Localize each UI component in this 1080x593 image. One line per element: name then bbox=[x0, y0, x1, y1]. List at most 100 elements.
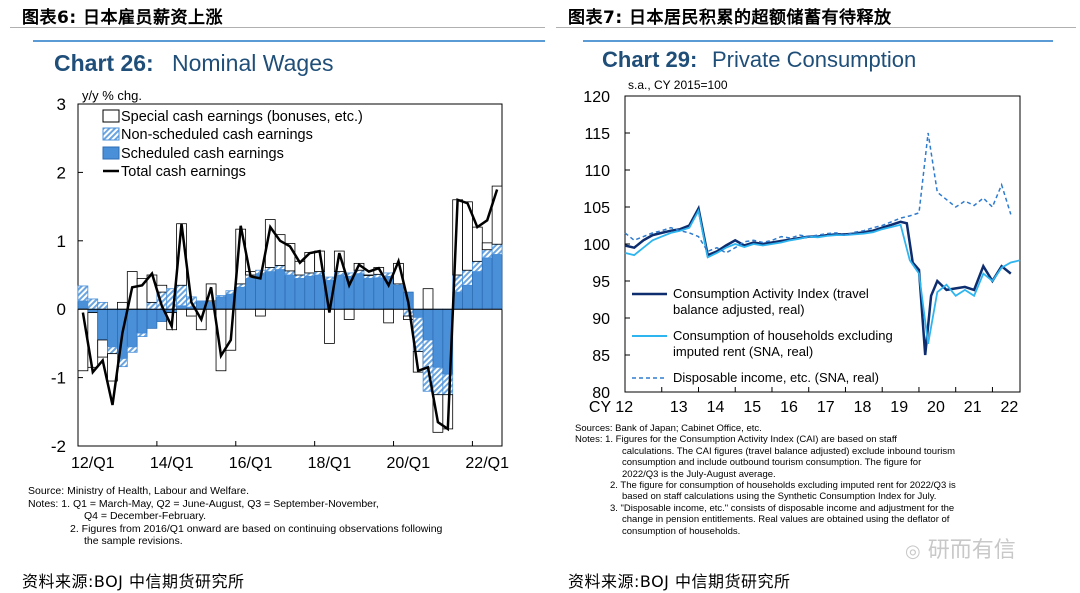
chart29-ytick-label: 95 bbox=[592, 274, 610, 291]
chart29-xtick-label: 17 bbox=[817, 399, 835, 416]
special-bar bbox=[117, 301, 128, 310]
right-note-line: consumption of households. bbox=[622, 525, 741, 537]
legend-cai-label-line1: Consumption Activity Index (travel bbox=[673, 286, 869, 301]
chart29-xtick-label: 13 bbox=[670, 399, 688, 416]
chart29-ytick-label: 90 bbox=[592, 311, 610, 328]
right-notes: Sources: Bank of Japan; Cabinet Office, … bbox=[575, 423, 1055, 537]
chart29-ytick-labels: 120 115 110 105 100 95 90 85 80 bbox=[583, 89, 610, 402]
chart29-xtick-label: 20 bbox=[927, 399, 945, 416]
nonscheduled-bar bbox=[87, 298, 99, 310]
chart29-ytick-label: 115 bbox=[584, 126, 610, 143]
right-note-line: 2022/Q3 is the July-August average. bbox=[622, 468, 776, 480]
special-bar bbox=[383, 308, 394, 324]
legend-scheduled-swatch bbox=[102, 146, 120, 160]
chart26-ytick-label: 1 bbox=[57, 232, 66, 251]
private-consumption-chart: Chart 29: Private Consumption s.a., CY 2… bbox=[583, 47, 1021, 416]
chart29-xtick-label: 16 bbox=[780, 399, 798, 416]
chart29-ytick-label: 100 bbox=[583, 237, 610, 254]
chart29-xtick-label: CY 12 bbox=[589, 399, 633, 416]
nonscheduled-bar bbox=[284, 270, 296, 276]
chart26-xtick-label: 12/Q1 bbox=[71, 455, 115, 472]
nonscheduled-bar bbox=[294, 274, 306, 279]
right-note-line: based on staff calculations using the Sy… bbox=[622, 491, 937, 503]
chart26-xtick-label: 22/Q1 bbox=[465, 455, 509, 472]
watermark-text: 研而有信 bbox=[927, 538, 1016, 563]
scheduled-bar bbox=[491, 254, 503, 310]
left-notes: Source: Ministry of Health, Labour and W… bbox=[28, 485, 538, 548]
chart29-ytick-label: 105 bbox=[583, 200, 610, 217]
chart26-xtick-label: 18/Q1 bbox=[308, 455, 352, 472]
right-note-line: 3. "Disposable income, etc." consists of… bbox=[610, 502, 955, 514]
nonscheduled-bar bbox=[107, 346, 118, 355]
special-bar bbox=[284, 243, 296, 272]
chart29-xtick-label: 14 bbox=[707, 399, 725, 416]
scheduled-bar bbox=[284, 274, 296, 310]
legend-households-label-line2: imputed rent (SNA, real) bbox=[673, 344, 813, 359]
households-consumption-line bbox=[624, 208, 1021, 345]
nonscheduled-bar bbox=[126, 346, 138, 353]
chart26-xtick-label: 14/Q1 bbox=[150, 455, 194, 472]
scheduled-bar bbox=[245, 278, 256, 310]
scheduled-bar bbox=[97, 308, 108, 341]
special-bar bbox=[97, 339, 108, 358]
chart26-xtick-labels: 12/Q1 14/Q1 16/Q1 18/Q1 20/Q1 22/Q1 bbox=[71, 455, 509, 472]
legend-households-label-line1: Consumption of households excluding bbox=[673, 328, 893, 343]
chart29-ytick-label: 85 bbox=[592, 348, 610, 365]
right-source: 资料来源:BOJ 中信期货研究所 bbox=[568, 572, 791, 591]
special-bar bbox=[87, 312, 99, 368]
scheduled-bar bbox=[304, 275, 316, 310]
chart29-xtick-label: 15 bbox=[743, 399, 761, 416]
scheduled-bar bbox=[126, 308, 138, 348]
nonscheduled-bar bbox=[215, 295, 227, 298]
scheduled-bar bbox=[373, 277, 385, 310]
nonscheduled-bar bbox=[481, 249, 493, 259]
left-source: 资料来源:BOJ 中信期货研究所 bbox=[22, 572, 245, 591]
left-blue-rule bbox=[33, 40, 545, 42]
scheduled-bar bbox=[274, 269, 286, 310]
special-bar bbox=[343, 308, 355, 320]
scheduled-bar bbox=[264, 271, 276, 310]
chart26-ytick-label: 0 bbox=[57, 300, 66, 319]
nonscheduled-bar bbox=[324, 276, 335, 281]
scheduled-bar bbox=[472, 271, 483, 310]
scheduled-bar bbox=[294, 278, 306, 310]
scheduled-bar bbox=[215, 296, 227, 310]
nonscheduled-bar bbox=[462, 269, 473, 286]
nonscheduled-bar bbox=[432, 366, 444, 396]
nonscheduled-bar bbox=[264, 267, 276, 272]
scheduled-bar bbox=[87, 308, 99, 314]
scheduled-bar bbox=[481, 257, 493, 310]
scheduled-bar bbox=[353, 273, 365, 310]
chart26-plot-area bbox=[77, 103, 503, 447]
nonscheduled-bar bbox=[146, 301, 158, 310]
nonscheduled-bar bbox=[195, 300, 207, 302]
legend-nonscheduled-swatch bbox=[102, 127, 120, 141]
special-bar bbox=[491, 185, 503, 245]
scheduled-bar bbox=[412, 308, 424, 318]
special-bar bbox=[472, 226, 483, 262]
chart29-ytick-label: 120 bbox=[583, 89, 610, 106]
chart26-xtick-label: 20/Q1 bbox=[387, 455, 431, 472]
chart26-title-bold: Chart 26: bbox=[54, 50, 154, 76]
chart29-ytick-label: 110 bbox=[584, 163, 610, 180]
right-top-rule bbox=[556, 27, 1076, 28]
nonscheduled-bar bbox=[472, 260, 483, 272]
special-bar bbox=[422, 288, 434, 310]
chart29-legend: Consumption Activity Index (travel balan… bbox=[632, 286, 893, 385]
right-note-line: 2. The figure for consumption of househo… bbox=[610, 480, 956, 492]
chart29-ylabel: s.a., CY 2015=100 bbox=[628, 78, 728, 92]
chart29-xtick-label: 19 bbox=[890, 399, 908, 416]
right-note-line: change in pension entitlements. Real val… bbox=[622, 514, 950, 526]
nonscheduled-bar bbox=[136, 332, 148, 337]
disposable-income-line bbox=[624, 132, 1012, 254]
chart29-xtick-label: 21 bbox=[964, 399, 982, 416]
total-cash-earnings-line bbox=[81, 189, 499, 432]
chart29-title-bold: Chart 29: bbox=[602, 47, 697, 72]
chart29-xtick-label: 22 bbox=[1001, 399, 1019, 416]
scheduled-bar bbox=[462, 284, 473, 310]
chart26-ytick-label: -2 bbox=[51, 437, 66, 456]
chart26-ytick-labels: 3 2 1 0 -1 -2 bbox=[51, 95, 66, 456]
chart26-ylabel: y/y % chg. bbox=[82, 88, 142, 103]
chart29-title: Private Consumption bbox=[712, 47, 916, 72]
scheduled-bar bbox=[422, 308, 434, 341]
